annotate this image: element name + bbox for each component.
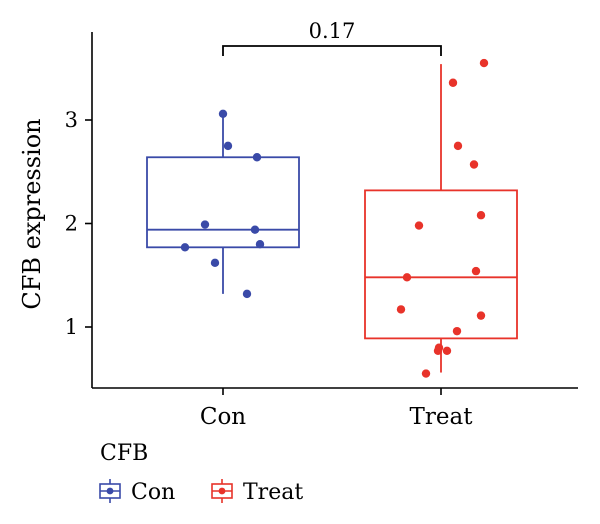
legend-item-treat: Treat (211, 479, 303, 505)
box-group (146, 64, 518, 373)
data-point (180, 243, 190, 252)
data-point (218, 109, 228, 118)
data-point (223, 141, 233, 151)
legend-label: Treat (243, 480, 303, 505)
data-point (471, 266, 481, 276)
y-tick-label: 3 (65, 108, 78, 132)
box-iqr (364, 189, 518, 340)
data-point (448, 78, 458, 87)
data-point (414, 221, 424, 230)
data-point (469, 160, 479, 169)
data-point (452, 326, 462, 336)
legend: CFB Con Treat (99, 441, 303, 505)
box-iqr (146, 156, 300, 249)
data-point (402, 273, 412, 282)
significance-annotation: 0.17 (222, 19, 442, 56)
data-point (476, 311, 486, 320)
data-point (250, 225, 260, 234)
x-tick-label: Con (200, 404, 246, 430)
data-point (255, 240, 265, 249)
p-value-label: 0.17 (309, 19, 356, 43)
y-tick-label: 1 (65, 315, 78, 339)
legend-title: CFB (100, 441, 148, 466)
data-point (252, 153, 262, 162)
data-points (180, 58, 489, 378)
data-point (210, 258, 220, 268)
legend-point (106, 487, 114, 495)
legend-point (218, 487, 226, 495)
x-tick-label: Treat (410, 404, 474, 430)
axes: 1 2 3 Con Treat (65, 32, 578, 430)
y-axis-label: CFB expression (18, 118, 46, 309)
legend-label: Con (131, 480, 175, 505)
y-tick-label: 2 (65, 212, 78, 236)
box-treat (364, 64, 518, 373)
data-point (476, 211, 486, 220)
box-con (146, 113, 300, 294)
data-point (433, 346, 443, 356)
data-point (479, 58, 489, 68)
data-point (396, 305, 406, 314)
data-point (453, 141, 463, 151)
data-point (421, 369, 431, 378)
data-point (242, 289, 252, 299)
bracket-line (222, 45, 442, 56)
data-point (200, 220, 210, 229)
data-point (442, 346, 452, 356)
legend-item-con: Con (99, 479, 175, 505)
